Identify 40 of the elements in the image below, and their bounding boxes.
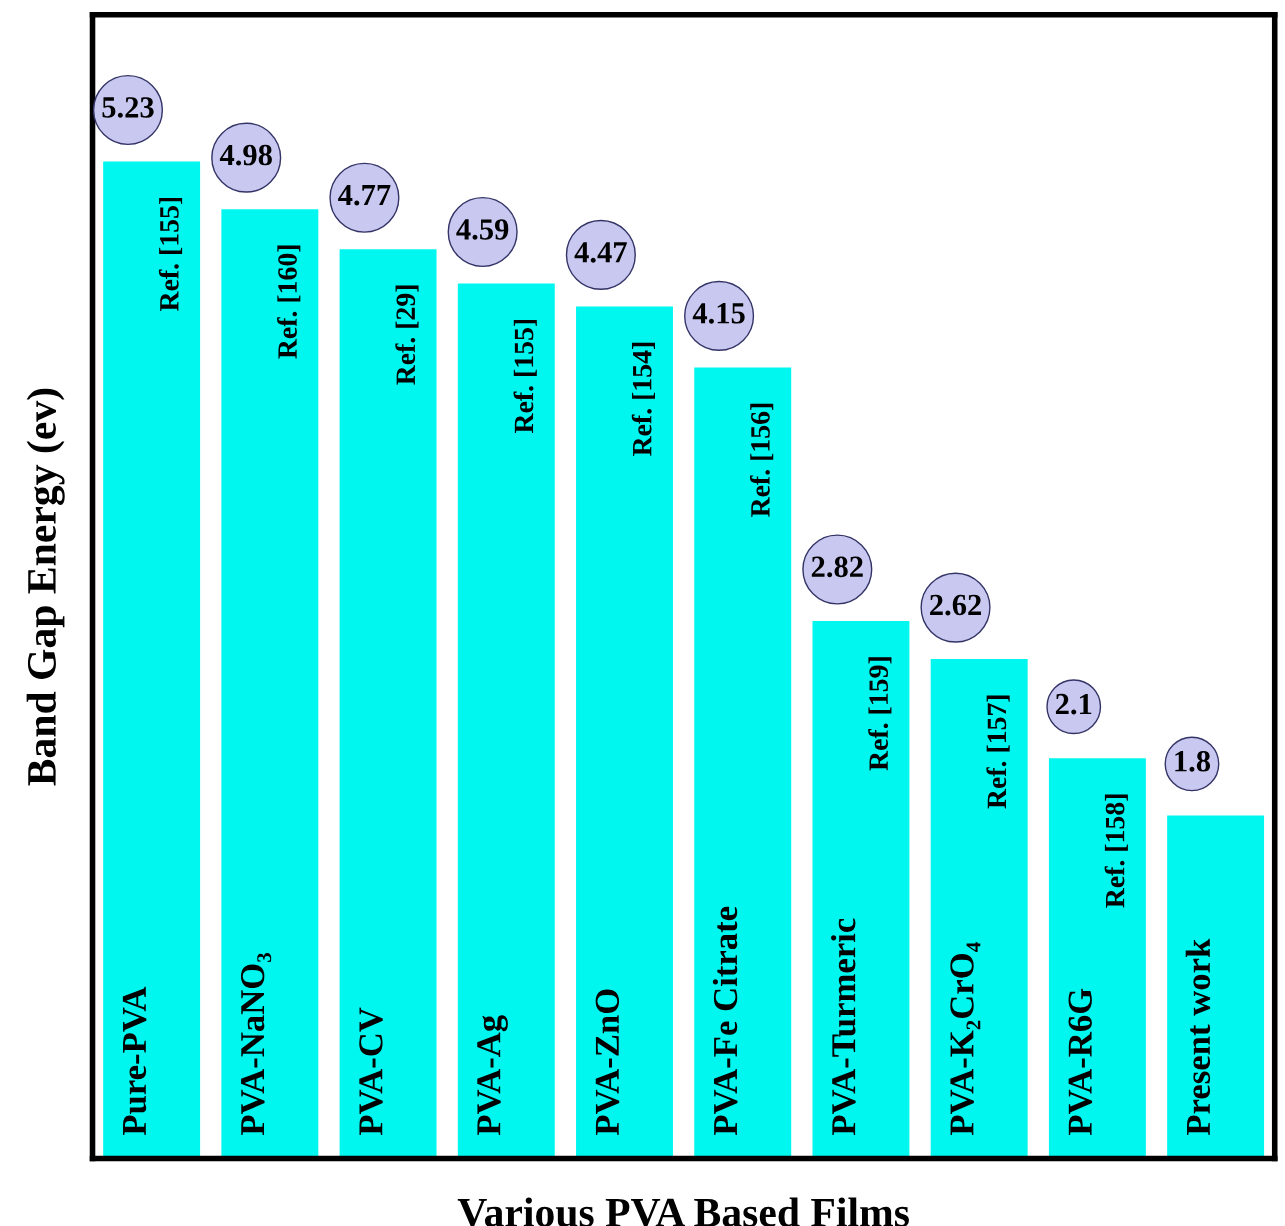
- annotation: Ref. [155]: [158, 197, 183, 312]
- data-label: 2.62: [930, 594, 981, 616]
- annotation: Ref. [155]: [513, 319, 537, 434]
- bar: [576, 306, 673, 1159]
- x-tick-label: PVA-ZnO: [595, 989, 620, 1136]
- x-tick-label: PVA-R6G: [1068, 988, 1093, 1136]
- data-label: 2.82: [811, 556, 863, 578]
- x-tick-label: Present work: [1185, 938, 1211, 1136]
- annotation: Ref. [160]: [277, 245, 301, 359]
- data-label: 4.47: [574, 242, 627, 263]
- y-axis-title: Band Gap Energy (ev): [26, 388, 65, 786]
- data-label: 4.15: [692, 303, 745, 324]
- data-label: 4.98: [219, 144, 272, 166]
- x-tick-label: Pure-PVA: [122, 986, 147, 1136]
- bar: [694, 367, 792, 1159]
- bar: [1048, 758, 1146, 1159]
- annotation: Ref. [154]: [631, 342, 655, 456]
- bar: [1167, 815, 1265, 1159]
- x-tick-label: PVA-Turmeric: [831, 918, 856, 1136]
- data-label: 4.77: [338, 184, 391, 206]
- annotation: Ref. [158]: [1104, 794, 1128, 908]
- data-label: 5.23: [102, 97, 154, 118]
- x-tick-label: PVA-Ag: [477, 1015, 508, 1136]
- data-label: 2.1: [1055, 693, 1092, 715]
- bar: [457, 283, 555, 1159]
- annotation: Ref. [156]: [749, 403, 774, 517]
- bar: [221, 209, 319, 1159]
- x-tick-label: PVA-K₂CrO₄: [950, 942, 981, 1136]
- x-tick-label: PVA-Fe Citrate: [712, 906, 738, 1136]
- bar: [812, 620, 910, 1159]
- data-label: 4.59: [456, 219, 509, 240]
- x-tick-label: PVA-NaNO₃: [241, 953, 272, 1136]
- annotation: Ref. [29]: [395, 285, 419, 385]
- annotation: Ref. [157]: [986, 695, 1010, 809]
- bar: [339, 249, 437, 1159]
- bar: [103, 161, 201, 1159]
- bar: [930, 659, 1028, 1159]
- annotation: Ref. [159]: [868, 657, 892, 771]
- data-label: 1.8: [1175, 750, 1211, 772]
- x-tick-label: PVA-CV: [359, 1007, 383, 1136]
